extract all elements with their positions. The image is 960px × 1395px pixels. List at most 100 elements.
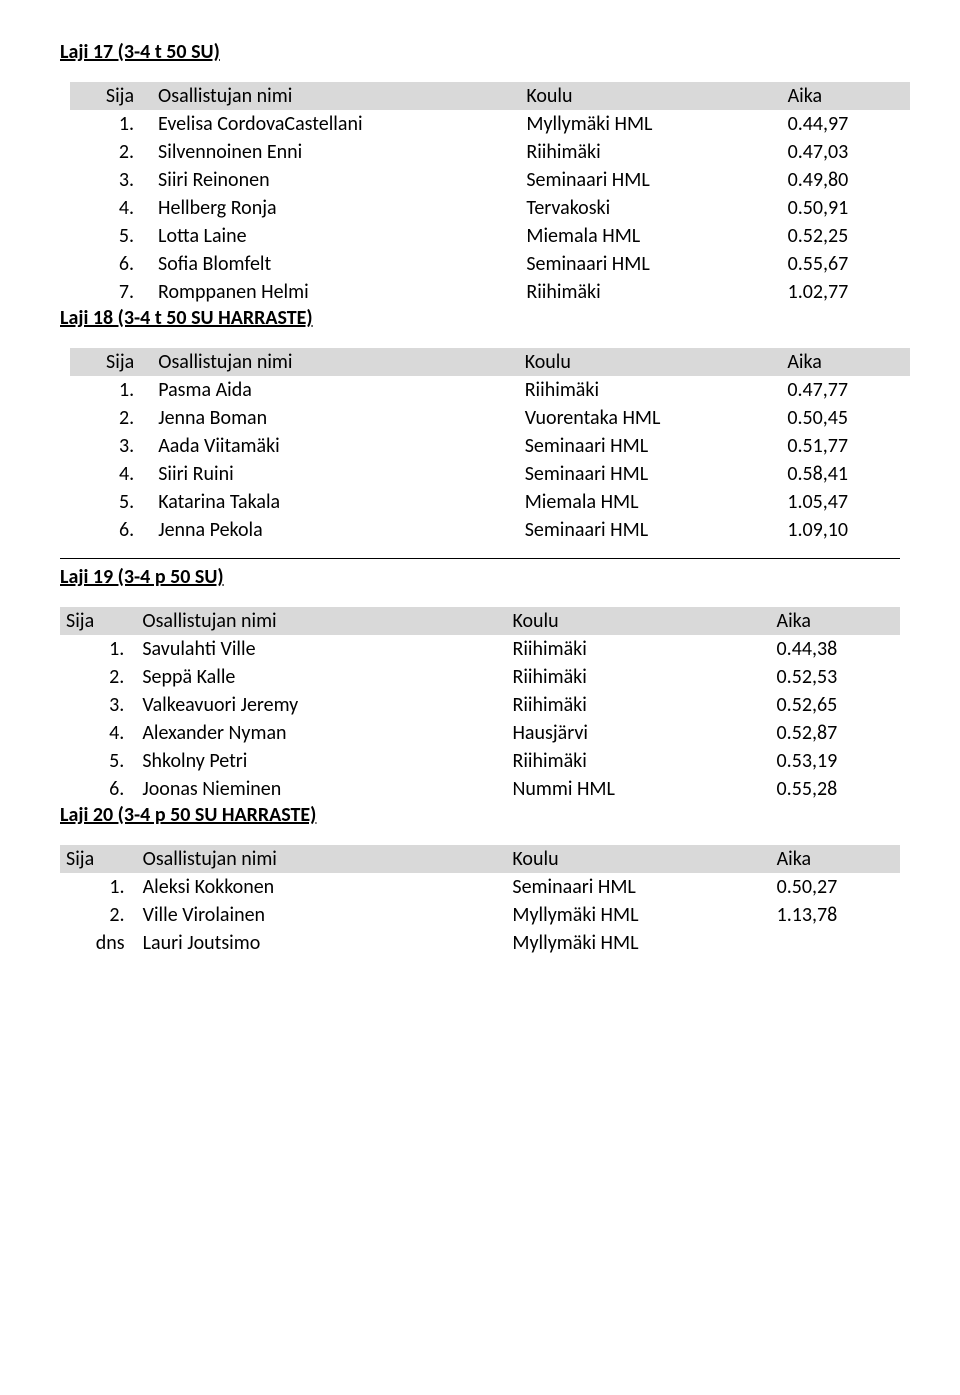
cell-nimi: Hellberg Ronja bbox=[152, 194, 520, 222]
cell-aika: 0.58,41 bbox=[781, 460, 910, 488]
cell-nimi: Alexander Nyman bbox=[136, 719, 506, 747]
header-aika: Aika bbox=[781, 348, 910, 376]
results-table: SijaOsallistujan nimiKouluAika1.Evelisa … bbox=[70, 82, 910, 306]
cell-aika bbox=[771, 929, 900, 957]
cell-koulu: Riihimäki bbox=[506, 691, 770, 719]
cell-koulu: Seminaari HML bbox=[519, 460, 782, 488]
table-row: 7.Romppanen HelmiRiihimäki1.02,77 bbox=[70, 278, 910, 306]
cell-aika: 0.50,91 bbox=[782, 194, 910, 222]
table-row: 4.Alexander NymanHausjärvi0.52,87 bbox=[60, 719, 900, 747]
table-row: 1.Pasma AidaRiihimäki0.47,77 bbox=[70, 376, 910, 404]
cell-nimi: Sofia Blomfelt bbox=[152, 250, 520, 278]
cell-aika: 0.53,19 bbox=[771, 747, 900, 775]
cell-nimi: Shkolny Petri bbox=[136, 747, 506, 775]
cell-sija: 5. bbox=[60, 747, 136, 775]
section-title: Laji 18 (3-4 t 50 SU HARRASTE) bbox=[60, 306, 900, 330]
table-row: 5.Lotta LaineMiemala HML0.52,25 bbox=[70, 222, 910, 250]
cell-nimi: Lotta Laine bbox=[152, 222, 520, 250]
cell-aika: 0.55,28 bbox=[771, 775, 900, 803]
cell-koulu: Myllymäki HML bbox=[520, 110, 781, 138]
cell-koulu: Riihimäki bbox=[519, 376, 782, 404]
header-sija: Sija bbox=[60, 845, 137, 873]
cell-koulu: Vuorentaka HML bbox=[519, 404, 782, 432]
cell-koulu: Miemala HML bbox=[520, 222, 781, 250]
cell-koulu: Seminaari HML bbox=[520, 250, 781, 278]
header-nimi: Osallistujan nimi bbox=[136, 607, 506, 635]
cell-sija: 1. bbox=[70, 110, 152, 138]
table-row: 2.Ville VirolainenMyllymäki HML1.13,78 bbox=[60, 901, 900, 929]
cell-sija: 2. bbox=[60, 663, 136, 691]
results-table: SijaOsallistujan nimiKouluAika1.Savulaht… bbox=[60, 607, 900, 803]
cell-nimi: Romppanen Helmi bbox=[152, 278, 520, 306]
section: Laji 17 (3-4 t 50 SU)SijaOsallistujan ni… bbox=[60, 40, 900, 306]
results-document: Laji 17 (3-4 t 50 SU)SijaOsallistujan ni… bbox=[60, 40, 900, 957]
cell-sija: 3. bbox=[70, 432, 152, 460]
cell-nimi: Silvennoinen Enni bbox=[152, 138, 520, 166]
cell-nimi: Lauri Joutsimo bbox=[137, 929, 507, 957]
cell-sija: 1. bbox=[70, 376, 152, 404]
cell-koulu: Myllymäki HML bbox=[506, 929, 770, 957]
cell-aika: 0.52,65 bbox=[771, 691, 900, 719]
cell-aika: 0.52,53 bbox=[771, 663, 900, 691]
cell-sija: 7. bbox=[70, 278, 152, 306]
cell-koulu: Seminaari HML bbox=[520, 166, 781, 194]
cell-koulu: Riihimäki bbox=[506, 635, 770, 663]
table-header-row: SijaOsallistujan nimiKouluAika bbox=[70, 348, 910, 376]
header-sija: Sija bbox=[60, 607, 136, 635]
cell-sija: 4. bbox=[60, 719, 136, 747]
cell-sija: 2. bbox=[60, 901, 137, 929]
cell-sija: 3. bbox=[70, 166, 152, 194]
section-title: Laji 19 (3-4 p 50 SU) bbox=[60, 565, 900, 589]
cell-sija: 3. bbox=[60, 691, 136, 719]
table-row: 3.Valkeavuori JeremyRiihimäki0.52,65 bbox=[60, 691, 900, 719]
cell-nimi: Valkeavuori Jeremy bbox=[136, 691, 506, 719]
table-row: 6.Jenna PekolaSeminaari HML1.09,10 bbox=[70, 516, 910, 544]
table-row: 3.Siiri ReinonenSeminaari HML0.49,80 bbox=[70, 166, 910, 194]
cell-sija: 6. bbox=[70, 516, 152, 544]
cell-nimi: Jenna Pekola bbox=[152, 516, 518, 544]
header-koulu: Koulu bbox=[506, 607, 770, 635]
cell-aika: 0.49,80 bbox=[782, 166, 910, 194]
cell-aika: 1.05,47 bbox=[781, 488, 910, 516]
cell-nimi: Evelisa CordovaCastellani bbox=[152, 110, 520, 138]
cell-sija: 2. bbox=[70, 404, 152, 432]
cell-aika: 0.50,45 bbox=[781, 404, 910, 432]
table-header-row: SijaOsallistujan nimiKouluAika bbox=[60, 845, 900, 873]
cell-aika: 0.55,67 bbox=[782, 250, 910, 278]
table-row: 2.Silvennoinen EnniRiihimäki0.47,03 bbox=[70, 138, 910, 166]
table-row: 5.Shkolny PetriRiihimäki0.53,19 bbox=[60, 747, 900, 775]
header-aika: Aika bbox=[782, 82, 910, 110]
cell-koulu: Miemala HML bbox=[519, 488, 782, 516]
cell-aika: 1.09,10 bbox=[781, 516, 910, 544]
table-row: 6.Joonas NieminenNummi HML0.55,28 bbox=[60, 775, 900, 803]
table-row: 1.Evelisa CordovaCastellaniMyllymäki HML… bbox=[70, 110, 910, 138]
cell-nimi: Siiri Ruini bbox=[152, 460, 518, 488]
cell-nimi: Joonas Nieminen bbox=[136, 775, 506, 803]
cell-nimi: Aleksi Kokkonen bbox=[137, 873, 507, 901]
cell-koulu: Myllymäki HML bbox=[506, 901, 770, 929]
table-row: 2.Seppä KalleRiihimäki0.52,53 bbox=[60, 663, 900, 691]
cell-sija: 5. bbox=[70, 222, 152, 250]
cell-koulu: Seminaari HML bbox=[519, 432, 782, 460]
table-row: 1.Savulahti VilleRiihimäki0.44,38 bbox=[60, 635, 900, 663]
cell-koulu: Tervakoski bbox=[520, 194, 781, 222]
table-row: 4.Siiri RuiniSeminaari HML0.58,41 bbox=[70, 460, 910, 488]
section: Laji 20 (3-4 p 50 SU HARRASTE)SijaOsalli… bbox=[60, 803, 900, 957]
cell-koulu: Seminaari HML bbox=[519, 516, 782, 544]
cell-aika: 1.02,77 bbox=[782, 278, 910, 306]
cell-aika: 0.52,87 bbox=[771, 719, 900, 747]
cell-aika: 0.52,25 bbox=[782, 222, 910, 250]
cell-sija: 5. bbox=[70, 488, 152, 516]
cell-koulu: Riihimäki bbox=[520, 138, 781, 166]
cell-aika: 0.47,03 bbox=[782, 138, 910, 166]
header-koulu: Koulu bbox=[506, 845, 770, 873]
section-divider bbox=[60, 558, 900, 559]
table-row: 5.Katarina TakalaMiemala HML1.05,47 bbox=[70, 488, 910, 516]
cell-sija: 2. bbox=[70, 138, 152, 166]
section-title: Laji 17 (3-4 t 50 SU) bbox=[60, 40, 900, 64]
results-table: SijaOsallistujan nimiKouluAika1.Pasma Ai… bbox=[70, 348, 910, 544]
cell-aika: 0.44,38 bbox=[771, 635, 900, 663]
cell-nimi: Katarina Takala bbox=[152, 488, 518, 516]
cell-nimi: Jenna Boman bbox=[152, 404, 518, 432]
cell-aika: 0.50,27 bbox=[771, 873, 900, 901]
